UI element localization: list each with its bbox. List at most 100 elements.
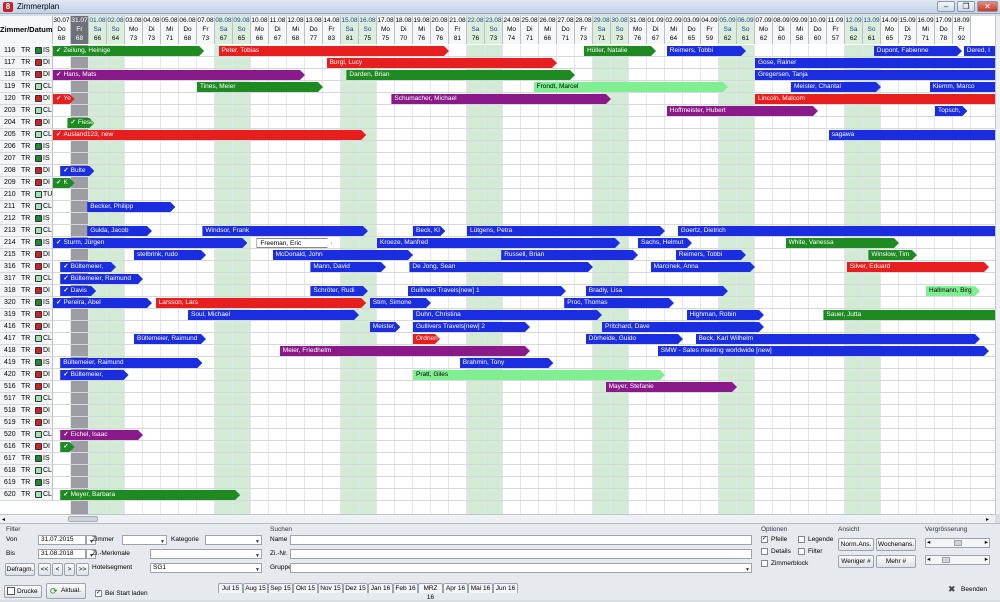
room-row-header[interactable]: 210 TR TU — [0, 189, 53, 201]
room-row-header[interactable]: 516 TR DI — [0, 381, 53, 393]
day-header[interactable]: 11.09 Fr 57 — [827, 16, 845, 44]
room-row-header[interactable]: 119 TR CL — [0, 81, 53, 93]
room-row-header[interactable]: 206 TR IS — [0, 141, 53, 153]
name-search-input[interactable] — [290, 535, 752, 545]
booking-bar[interactable]: Reimers, Tobbi — [676, 250, 746, 260]
day-header[interactable]: 21.08 Fr 81 — [449, 16, 467, 44]
day-header[interactable]: 03.09 Do 65 — [683, 16, 701, 44]
booking-bar[interactable]: ✓ Bültemeier, — [60, 370, 128, 380]
booking-bar[interactable]: Ordnen — [413, 334, 440, 344]
booking-bar[interactable]: ✓ Hans, Mats — [53, 70, 305, 80]
room-row-header[interactable]: 619 TR IS — [0, 477, 53, 489]
room-row-header[interactable]: 117 TR DI — [0, 57, 53, 69]
booking-bar[interactable]: Pritchard, Dave — [602, 322, 764, 332]
day-header[interactable]: 13.09 So 61 — [863, 16, 881, 44]
booking-bar[interactable]: Kroeze, Manfred — [377, 238, 620, 248]
month-tab[interactable]: Aug 15 — [243, 583, 268, 593]
booking-bar[interactable]: ✓ Bültemeier, — [60, 262, 116, 272]
filter-checkbox[interactable] — [798, 548, 805, 555]
booking-bar[interactable]: Beck, Karl Wilhelm — [696, 334, 980, 344]
booking-bar[interactable]: ✓ Eichel, Isaac — [60, 430, 143, 440]
room-row-header[interactable]: 420 TR DI — [0, 369, 53, 381]
day-header[interactable]: 01.09 Di 67 — [647, 16, 665, 44]
bei-start-checkbox[interactable]: ✓ — [95, 590, 102, 597]
room-row-header[interactable]: 212 TR IS — [0, 213, 53, 225]
day-header[interactable]: 20.08 Do 76 — [431, 16, 449, 44]
room-row-header[interactable]: 617 TR IS — [0, 453, 53, 465]
room-row-header[interactable]: 616 TR DI — [0, 441, 53, 453]
kategorie-select[interactable]: ▼ — [205, 535, 262, 545]
day-header[interactable]: 13.08 Do 77 — [305, 16, 323, 44]
booking-bar[interactable]: Mayer, Stefanie — [606, 382, 737, 392]
day-header[interactable]: 25.08 Di 71 — [521, 16, 539, 44]
day-header[interactable]: 12.08 Mi 68 — [287, 16, 305, 44]
scroll-left-icon[interactable]: ◂ — [2, 517, 6, 523]
nav-first-button[interactable]: << — [38, 563, 51, 576]
day-header[interactable]: 14.08 Fr 83 — [323, 16, 341, 44]
room-row-header[interactable]: 318 TR DI — [0, 285, 53, 297]
day-header[interactable]: 26.08 Mi 66 — [539, 16, 557, 44]
mehr-button[interactable]: Mehr # — [876, 555, 916, 568]
booking-bar[interactable]: Reimers, Tobbi — [667, 46, 746, 56]
room-row-header[interactable]: 320 TR IS — [0, 297, 53, 309]
scroll-right-icon[interactable]: ▸ — [986, 517, 990, 523]
day-header[interactable]: 17.09 Do 78 — [935, 16, 953, 44]
booking-bar[interactable]: Gullivers Travels[new] 1 — [408, 286, 566, 296]
legende-checkbox[interactable] — [798, 536, 805, 543]
booking-bar[interactable]: Winslow, Tim — [868, 250, 917, 260]
month-tab[interactable]: Apr 16 — [443, 583, 468, 593]
day-header[interactable]: 24.08 Mo 74 — [503, 16, 521, 44]
bis-date-field[interactable]: 31.08.2018 — [38, 549, 86, 559]
pfeile-checkbox[interactable]: ✓ — [761, 536, 768, 543]
booking-bar[interactable]: Lincoln, Malcom — [755, 94, 995, 104]
booking-bar[interactable]: Goertz, Dietrich — [678, 226, 995, 236]
booking-bar[interactable]: Silver, Eduard — [847, 262, 989, 272]
booking-bar[interactable]: ✓ Ausland123, new — [53, 130, 366, 140]
room-row-header[interactable]: 213 TR CL — [0, 225, 53, 237]
booking-bar[interactable]: Stim, Simone — [370, 298, 431, 308]
day-header[interactable]: 15.09 Di 73 — [899, 16, 917, 44]
minimize-button[interactable]: – — [937, 1, 955, 12]
room-row-header[interactable]: 204 TR DI — [0, 117, 53, 129]
month-tab[interactable]: Jul 15 — [218, 583, 243, 593]
maximize-button[interactable]: ❐ — [957, 1, 975, 12]
booking-bar[interactable]: Proc, Thomas — [564, 298, 674, 308]
zimmerblock-checkbox[interactable] — [761, 560, 768, 567]
booking-bar[interactable]: Hüller, Natalie — [584, 46, 656, 56]
room-plan-grid[interactable]: 116 TR IS 117 TR DI 118 TR DI 119 TR CL 120 TR DI 203 TR… — [0, 16, 995, 514]
booking-bar[interactable]: McDonald, John — [273, 250, 413, 260]
wochen-ansicht-button[interactable]: Wochenans. — [876, 538, 916, 551]
day-header[interactable]: 04.08 Di 73 — [143, 16, 161, 44]
close-button[interactable]: ✕ — [977, 1, 998, 12]
day-header[interactable]: 06.08 Do 68 — [179, 16, 197, 44]
day-header[interactable]: 04.09 Fr 59 — [701, 16, 719, 44]
day-header[interactable]: 17.08 Mo 75 — [377, 16, 395, 44]
day-header[interactable]: 18.09 Fr 92 — [953, 16, 971, 44]
month-tab[interactable]: Mai 16 — [468, 583, 493, 593]
room-row-header[interactable]: 211 TR CL — [0, 201, 53, 213]
room-row-header[interactable]: 520 TR CL — [0, 429, 53, 441]
day-header[interactable]: 11.08 Di 67 — [269, 16, 287, 44]
vertical-scrollbar[interactable] — [995, 16, 1000, 514]
day-header[interactable]: 22.08 Sa 76 — [467, 16, 485, 44]
booking-bar[interactable]: Highman, Robin — [687, 310, 764, 320]
booking-bar[interactable]: Freeman, Eric — [256, 238, 332, 248]
room-row-header[interactable]: 317 TR CL — [0, 273, 53, 285]
zoom-slider-vertical[interactable]: ◂ ▸ — [925, 555, 990, 565]
month-tab[interactable]: Dez 15 — [343, 583, 368, 593]
booking-bar[interactable]: Larsson, Lars — [156, 298, 367, 308]
von-date-dropdown[interactable]: ▼ — [86, 535, 96, 545]
day-header[interactable]: 12.09 Sa 62 — [845, 16, 863, 44]
booking-bar[interactable]: ✓ Davis — [60, 286, 96, 296]
booking-bar[interactable]: Gullivers Travels[new] 2 — [413, 322, 530, 332]
booking-bar[interactable]: Tines, Meier — [197, 82, 323, 92]
booking-bar[interactable]: Frondt, Marcel — [534, 82, 728, 92]
day-header[interactable]: 08.09 Di 60 — [773, 16, 791, 44]
booking-bar[interactable]: Dered, I — [964, 46, 995, 56]
day-header[interactable]: 09.08 So 65 — [233, 16, 251, 44]
room-row-header[interactable]: 207 TR IS — [0, 153, 53, 165]
month-tab[interactable]: Jun 16 — [493, 583, 518, 593]
room-row-header[interactable]: 618 TR CL — [0, 465, 53, 477]
room-row-header[interactable]: 519 TR DI — [0, 417, 53, 429]
booking-bar[interactable]: Becker, Philipp — [87, 202, 175, 212]
